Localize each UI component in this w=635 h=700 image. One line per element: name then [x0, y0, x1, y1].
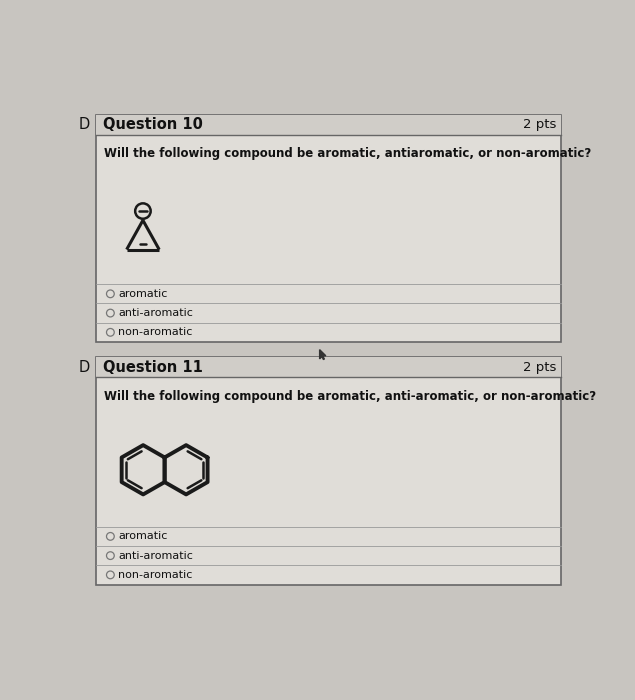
Text: Question 10: Question 10 [103, 118, 203, 132]
Text: Will the following compound be aromatic, anti-aromatic, or non-aromatic?: Will the following compound be aromatic,… [104, 390, 596, 402]
Bar [97, 115, 561, 342]
Text: non-aromatic: non-aromatic [118, 328, 192, 337]
Text: non-aromatic: non-aromatic [118, 570, 192, 580]
Text: Will the following compound be aromatic, antiaromatic, or non-aromatic?: Will the following compound be aromatic,… [104, 147, 591, 160]
Text: anti-aromatic: anti-aromatic [118, 308, 193, 318]
Polygon shape [319, 349, 326, 360]
Bar [97, 357, 561, 377]
Text: aromatic: aromatic [118, 289, 168, 299]
Bar [97, 357, 561, 584]
Text: anti-aromatic: anti-aromatic [118, 551, 193, 561]
Text: aromatic: aromatic [118, 531, 168, 541]
Text: D: D [78, 118, 90, 132]
Text: 2 pts: 2 pts [523, 361, 557, 374]
Text: D: D [78, 360, 90, 375]
Text: 2 pts: 2 pts [523, 118, 557, 132]
Text: Question 11: Question 11 [103, 360, 203, 375]
Bar [97, 115, 561, 135]
